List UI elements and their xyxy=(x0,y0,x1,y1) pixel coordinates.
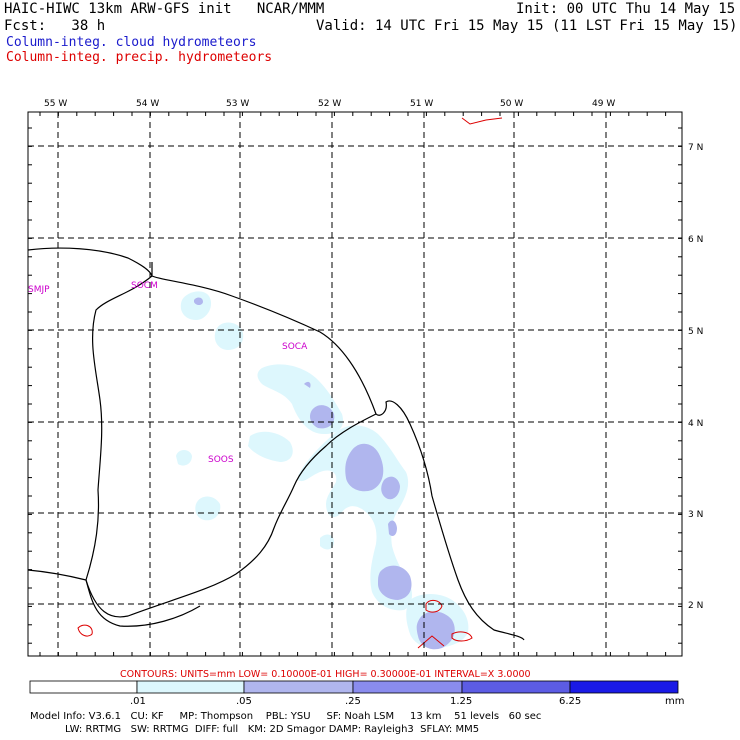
station-label: SMJP xyxy=(28,285,50,295)
init-time: Init: 00 UTC Thu 14 May 15 xyxy=(516,1,736,17)
colorbar-bin xyxy=(352,680,463,694)
cloud-field-medium xyxy=(194,297,455,650)
field-cloud-label: Column-integ. cloud hydrometeors xyxy=(6,35,257,50)
colorbar-bin xyxy=(136,680,245,694)
map-frame xyxy=(27,111,683,657)
cloud-field-light xyxy=(176,291,469,649)
precip-contours xyxy=(77,117,503,649)
lat-label: 3 N xyxy=(688,510,703,520)
model-info-line2: LW: RRTMG SW: RRTMG DIFF: full KM: 2D Sm… xyxy=(30,724,480,735)
lon-label: 54 W xyxy=(136,99,159,109)
station-label: SOCM xyxy=(131,281,158,291)
lat-label: 6 N xyxy=(688,235,703,245)
colorbar: .01 .05 .25 1.25 6.25 mm xyxy=(29,680,684,707)
field-precip-label: Column-integ. precip. hydrometeors xyxy=(6,50,273,65)
lon-label: 55 W xyxy=(44,99,67,109)
lat-label: 2 N xyxy=(688,601,703,611)
forecast-hour: Fcst: 38 h xyxy=(4,18,106,34)
colorbar-bin xyxy=(569,680,679,694)
station-label: SOOS xyxy=(208,455,234,465)
lon-label: 53 W xyxy=(226,99,249,109)
colorbar-units: mm xyxy=(665,696,684,707)
lon-label: 49 W xyxy=(592,99,615,109)
colorbar-tick-label: .05 xyxy=(236,696,252,707)
colorbar-tick-label: 6.25 xyxy=(559,696,581,707)
model-info-line1: Model Info: V3.6.1 CU: KF MP: Thompson P… xyxy=(30,711,542,722)
valid-time: Valid: 14 UTC Fri 15 May 15 (11 LST Fri … xyxy=(316,18,738,34)
plot-title: HAIC-HIWC 13km ARW-GFS init NCAR/MMM xyxy=(4,1,325,17)
frame-ticks xyxy=(28,112,682,656)
colorbar-tick-label: .25 xyxy=(345,696,361,707)
lon-label: 52 W xyxy=(318,99,341,109)
station-label: SOCA xyxy=(282,342,308,352)
contours-info: CONTOURS: UNITS=mm LOW= 0.10000E-01 HIGH… xyxy=(120,669,531,680)
lon-label: 51 W xyxy=(410,99,433,109)
colorbar-bin xyxy=(29,680,138,694)
lon-label: 50 W xyxy=(500,99,523,109)
graticule xyxy=(28,112,682,656)
colorbar-tick-label: 1.25 xyxy=(450,696,472,707)
colorbar-bin xyxy=(243,680,354,694)
lat-label: 5 N xyxy=(688,327,703,337)
lat-label: 7 N xyxy=(688,143,703,153)
lat-label: 4 N xyxy=(688,419,703,429)
colorbar-tick-label: .01 xyxy=(130,696,146,707)
colorbar-bin xyxy=(461,680,571,694)
